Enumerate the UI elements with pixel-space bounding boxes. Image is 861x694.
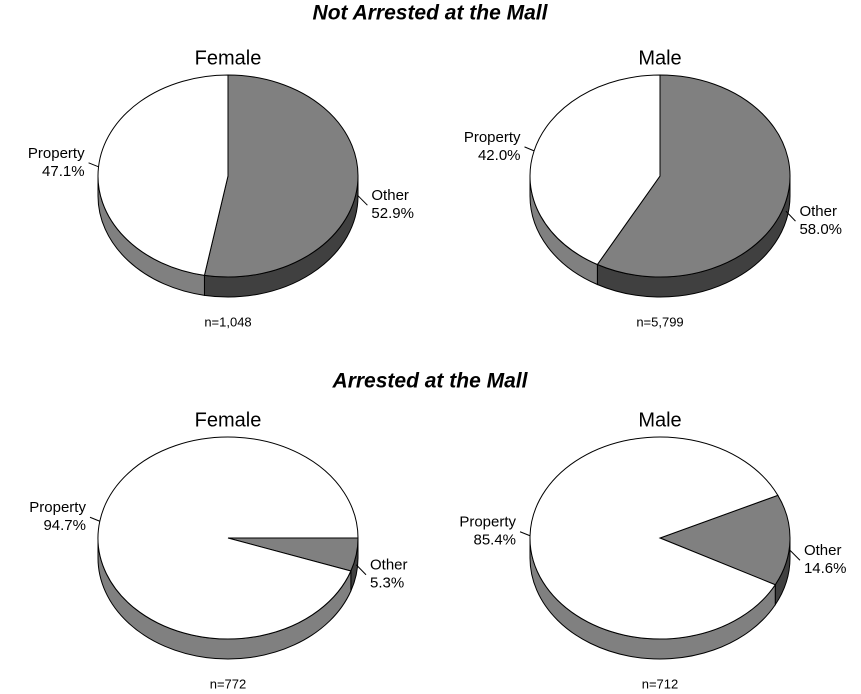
leader-line: [88, 162, 99, 168]
chart-title: Male: [638, 409, 681, 431]
sample-size: n=712: [642, 676, 679, 691]
value-label: 47.1%: [42, 163, 85, 180]
category-label: Property: [459, 514, 516, 531]
leader-line: [789, 549, 801, 561]
section-heading: Not Arrested at the Mall: [313, 2, 549, 25]
pie-slice: [203, 74, 359, 278]
sample-size: n=1,048: [204, 314, 251, 329]
leader-line: [89, 516, 100, 522]
leader-line: [524, 146, 535, 152]
chart-title: Female: [195, 409, 262, 431]
category-label: Other: [371, 187, 409, 204]
pie-slice: [596, 74, 791, 278]
category-label: Property: [464, 129, 521, 146]
pie-slice: [97, 436, 359, 640]
value-label: 94.7%: [43, 517, 86, 534]
value-label: 58.0%: [799, 221, 842, 238]
pie-slice: [97, 74, 229, 276]
leader-line: [519, 531, 531, 537]
value-label: 52.9%: [371, 205, 414, 222]
value-label: 85.4%: [473, 532, 516, 549]
sample-size: n=772: [210, 676, 247, 691]
pie-slice: [529, 74, 661, 266]
value-label: 5.3%: [370, 575, 404, 592]
category-label: Other: [370, 557, 408, 574]
category-label: Other: [804, 542, 842, 559]
value-label: 42.0%: [478, 147, 521, 164]
section-heading: Arrested at the Mall: [332, 370, 529, 393]
leader-line: [785, 210, 796, 222]
chart-title: Male: [638, 47, 681, 69]
pie-slice: [658, 494, 791, 586]
leader-line: [357, 194, 368, 206]
chart-title: Female: [195, 47, 262, 69]
category-label: Property: [29, 499, 86, 516]
category-label: Property: [28, 145, 85, 162]
sample-size: n=5,799: [636, 314, 683, 329]
value-label: 14.6%: [804, 560, 847, 577]
leader-line: [355, 564, 367, 576]
category-label: Other: [799, 203, 837, 220]
